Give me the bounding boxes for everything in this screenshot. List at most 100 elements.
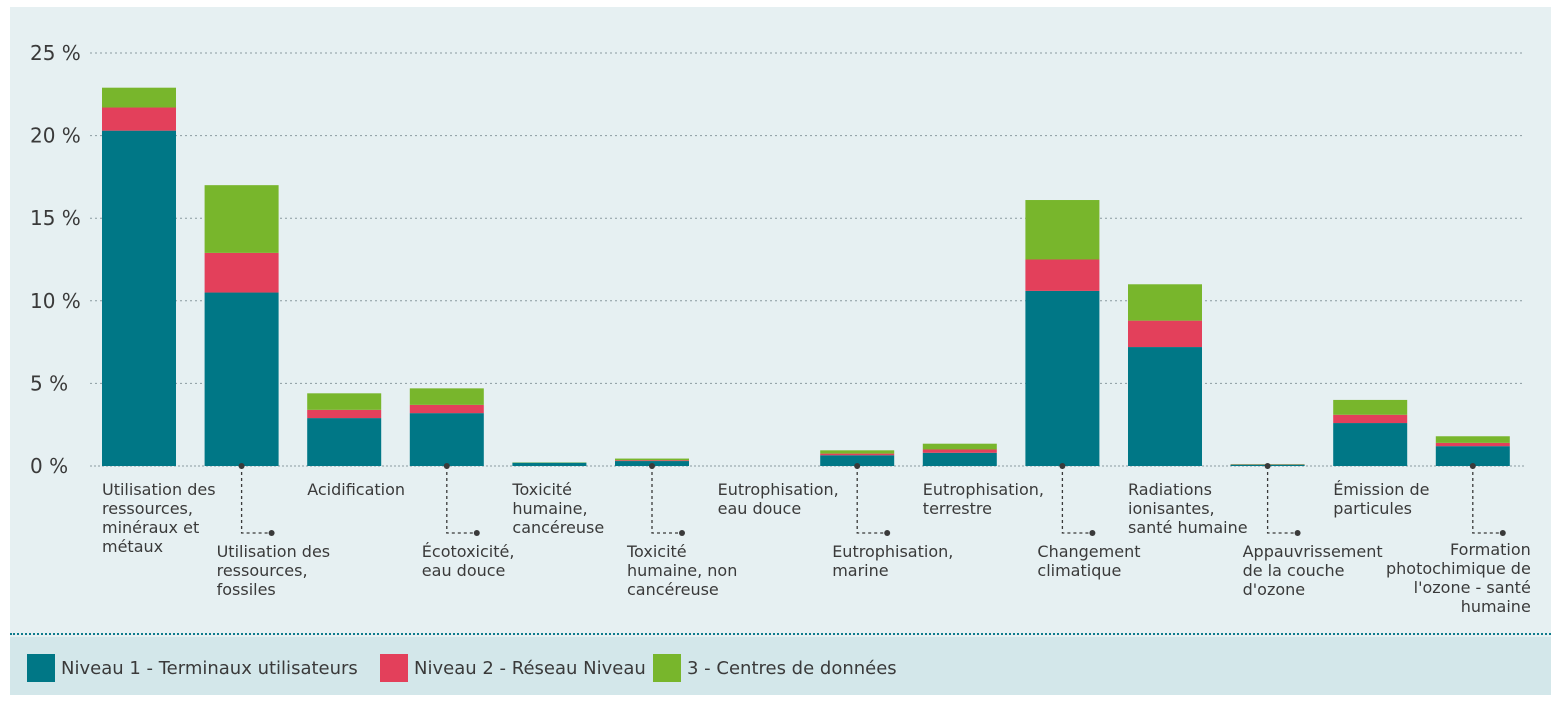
x-tick-label: terrestre xyxy=(923,499,992,518)
bar-segment-2 xyxy=(307,409,382,419)
bar-segment-2 xyxy=(922,449,997,453)
x-tick-label: Formation xyxy=(1450,540,1531,559)
y-tick-label: 5 % xyxy=(30,371,68,395)
legend-swatch xyxy=(380,654,408,682)
x-tick-label: ressources, xyxy=(102,499,193,518)
bar-segment-2 xyxy=(820,453,895,456)
bar-segment-3 xyxy=(922,443,997,450)
bar-segment-1 xyxy=(1435,446,1510,466)
x-tick-label: eau douce xyxy=(718,499,802,518)
x-tick-label: Toxicité xyxy=(511,480,572,499)
bar-segment-3 xyxy=(204,185,279,253)
leader-line xyxy=(1061,466,1093,534)
x-tick-label: humaine, non xyxy=(627,561,737,580)
bar-segment-2 xyxy=(409,404,484,414)
leader-line xyxy=(651,466,682,534)
x-tick-label: humaine, xyxy=(512,499,587,518)
bar-segment-2 xyxy=(1025,259,1100,291)
x-tick-label: Utilisation des xyxy=(102,480,216,499)
bar-segment-3 xyxy=(820,450,895,454)
x-tick-label: cancéreuse xyxy=(512,518,604,537)
y-tick-label: 25 % xyxy=(30,41,81,65)
x-tick-label: Eutrophisation, xyxy=(923,480,1044,499)
x-tick-label: eau douce xyxy=(422,561,506,580)
legend-bar xyxy=(10,637,1551,695)
leader-dot xyxy=(473,530,480,536)
x-tick-label: marine xyxy=(832,561,888,580)
legend-label: Niveau 1 - Terminaux utilisateurs xyxy=(61,657,358,679)
bar-segment-3 xyxy=(615,458,689,461)
y-axis-ticks: 0 % 5 % 10 % 15 % 20 % 25 % xyxy=(30,41,81,478)
bar-segment-3 xyxy=(1025,200,1100,260)
x-tick-label: photochimique de xyxy=(1386,559,1531,578)
chart: 0 %5 %10 %15 %20 %25 % Utilisation desre… xyxy=(30,41,1531,616)
x-tick-label: Émission de xyxy=(1333,480,1429,499)
x-tick-label: Appauvrissement xyxy=(1243,542,1383,561)
legend-item-level2: Niveau 2 - Réseau Niveau xyxy=(380,654,646,682)
bar-segment-1 xyxy=(512,462,587,466)
x-tick-label: Eutrophisation, xyxy=(718,480,839,499)
leader-line xyxy=(856,466,888,534)
bar-segment-2 xyxy=(1435,442,1510,447)
x-tick-label: d'ozone xyxy=(1243,580,1306,599)
bar-segment-3 xyxy=(1128,284,1202,321)
bar-segment-2 xyxy=(204,252,279,293)
x-tick-label: climatique xyxy=(1037,561,1121,580)
leader-line xyxy=(1472,466,1503,534)
legend-swatch xyxy=(653,654,681,682)
x-tick-label: fossiles xyxy=(217,580,276,599)
bar-segment-3 xyxy=(409,388,484,405)
leader-dot xyxy=(1499,530,1506,536)
x-tick-label: Acidification xyxy=(307,480,405,499)
x-tick-label: ionisantes, xyxy=(1128,499,1215,518)
leader-line xyxy=(240,466,272,534)
leader-dot xyxy=(268,530,275,536)
legend-separator xyxy=(10,633,1551,635)
bar-segment-2 xyxy=(1333,414,1408,424)
x-tick-label: cancéreuse xyxy=(627,580,719,599)
x-tick-label: minéraux et xyxy=(102,518,199,537)
x-tick-label: Changement xyxy=(1037,542,1140,561)
leader-dot xyxy=(884,530,891,536)
grid xyxy=(90,52,1525,467)
legend-item-level3: 3 - Centres de données xyxy=(653,654,897,682)
x-tick-label: particules xyxy=(1333,499,1412,518)
bar-segment-3 xyxy=(1333,399,1408,415)
bar-segment-1 xyxy=(1025,290,1100,466)
x-tick-label: l'ozone - santé xyxy=(1414,578,1531,597)
legend-item-level1: Niveau 1 - Terminaux utilisateurs xyxy=(27,654,358,682)
x-tick-label: ressources, xyxy=(217,561,308,580)
bar-segment-2 xyxy=(615,460,689,462)
y-tick-label: 15 % xyxy=(30,206,81,230)
y-tick-label: 10 % xyxy=(30,289,81,313)
legend-label: Niveau 2 - Réseau Niveau xyxy=(414,657,646,679)
bar-segment-1 xyxy=(1333,423,1408,466)
legend-label: 3 - Centres de données xyxy=(687,657,897,679)
leader-dot xyxy=(679,530,685,536)
bar-segment-1 xyxy=(922,452,997,466)
bar-segment-1 xyxy=(1128,347,1202,466)
bar-segment-2 xyxy=(102,107,176,131)
x-tick-label: métaux xyxy=(102,537,163,556)
bar-segment-1 xyxy=(204,292,279,466)
x-tick-label: Toxicité xyxy=(626,542,687,561)
x-tick-label: Utilisation des xyxy=(217,542,331,561)
y-tick-label: 0 % xyxy=(30,454,68,478)
x-tick-label: de la couche xyxy=(1243,561,1345,580)
x-tick-label: Eutrophisation, xyxy=(832,542,953,561)
bar-segment-3 xyxy=(1435,436,1510,443)
x-tick-label: santé humaine xyxy=(1128,518,1248,537)
bar-segment-1 xyxy=(307,418,382,466)
legend-swatch xyxy=(27,654,55,682)
bar-segment-3 xyxy=(307,393,382,410)
x-tick-label: Radiations xyxy=(1128,480,1212,499)
leader-line xyxy=(1266,466,1298,534)
bars xyxy=(102,87,1510,467)
x-tick-label: Écotoxicité, xyxy=(422,542,515,561)
bar-segment-3 xyxy=(102,87,176,108)
leader-dot xyxy=(1294,530,1301,536)
x-tick-label: humaine xyxy=(1461,597,1531,616)
bar-segment-1 xyxy=(820,455,895,466)
bar-segment-2 xyxy=(1128,320,1202,348)
